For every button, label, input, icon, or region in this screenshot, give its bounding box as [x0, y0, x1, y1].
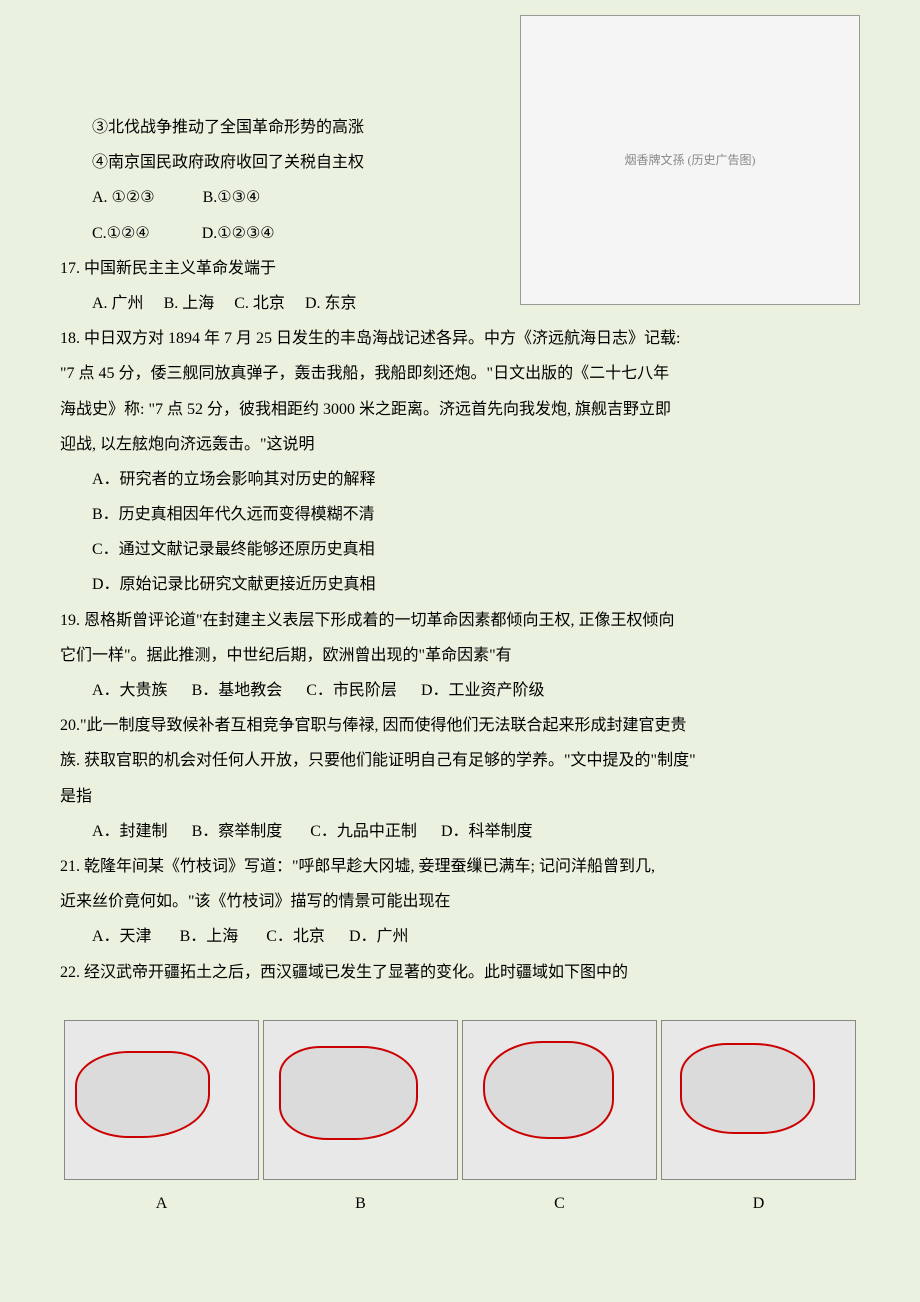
- q21-stem-line1: 21. 乾隆年间某《竹枝词》写道："呼郎早趁大冈墟, 妾理蚕缫已满车; 记问洋船…: [60, 849, 860, 884]
- q21-options: A．天津 B．上海 C．北京 D．广州: [60, 919, 860, 954]
- q20-option-a: A．封建制: [92, 823, 168, 840]
- q18-option-d: D．原始记录比研究文献更接近历史真相: [60, 567, 860, 602]
- q18-stem-line1: 18. 中日双方对 1894 年 7 月 25 日发生的丰岛海战记述各异。中方《…: [60, 321, 860, 356]
- q19-option-d: D．工业资产阶级: [421, 682, 545, 699]
- q19-options: A．大贵族 B．基地教会 C．市民阶层 D．工业资产阶级: [60, 673, 860, 708]
- q20-option-b: B．察举制度: [192, 823, 283, 840]
- q22-label-c: C: [462, 1186, 657, 1221]
- q22-stem: 22. 经汉武帝开疆拓土之后，西汉疆域已发生了显著的变化。此时疆域如下图中的: [60, 955, 860, 990]
- q22-map-a: A: [64, 1020, 259, 1221]
- q20-option-d: D．科举制度: [441, 823, 533, 840]
- q22-label-d: D: [661, 1186, 856, 1221]
- q16-option-a: A. ①②③: [92, 189, 155, 206]
- map-image-a: [64, 1020, 259, 1180]
- q22-map-b: B: [263, 1020, 458, 1221]
- q22-label-b: B: [263, 1186, 458, 1221]
- q18-stem-line4: 迎战, 以左舷炮向济远轰击。"这说明: [60, 427, 860, 462]
- q18-stem-line2: "7 点 45 分，倭三舰同放真弹子，轰击我船，我船即刻还炮。"日文出版的《二十…: [60, 356, 860, 391]
- q22-map-d: D: [661, 1020, 856, 1221]
- q17-option-c: C. 北京: [234, 295, 285, 312]
- q16-option-b: B.①③④: [203, 189, 261, 206]
- q20-stem-line1: 20."此一制度导致候补者互相竞争官职与俸禄, 因而使得他们无法联合起来形成封建…: [60, 708, 860, 743]
- q18-option-b: B．历史真相因年代久远而变得模糊不清: [60, 497, 860, 532]
- q18-option-a: A．研究者的立场会影响其对历史的解释: [60, 462, 860, 497]
- q21-option-a: A．天津: [92, 928, 152, 945]
- q17-option-d: D. 东京: [305, 295, 357, 312]
- q20-stem-line2: 族. 获取官职的机会对任何人开放，只要他们能证明自己有足够的学养。"文中提及的"…: [60, 743, 860, 778]
- q17-option-b: B. 上海: [164, 295, 215, 312]
- q21-option-b: B．上海: [180, 928, 239, 945]
- q18-option-c: C．通过文献记录最终能够还原历史真相: [60, 532, 860, 567]
- q19-stem-line2: 它们一样"。据此推测，中世纪后期，欧洲曾出现的"革命因素"有: [60, 638, 860, 673]
- q19-option-a: A．大贵族: [92, 682, 168, 699]
- q21-option-d: D．广州: [349, 928, 409, 945]
- q22-label-a: A: [64, 1186, 259, 1221]
- q19-stem-line1: 19. 恩格斯曾评论道"在封建主义表层下形成着的一切革命因素都倾向王权, 正像王…: [60, 603, 860, 638]
- q16-option-d: D.①②③④: [202, 225, 275, 242]
- q20-option-c: C．九品中正制: [310, 823, 417, 840]
- q20-options: A．封建制 B．察举制度 C．九品中正制 D．科举制度: [60, 814, 860, 849]
- q19-option-b: B．基地教会: [192, 682, 283, 699]
- q19-option-c: C．市民阶层: [306, 682, 397, 699]
- q21-option-c: C．北京: [266, 928, 325, 945]
- q17-option-a: A. 广州: [92, 295, 144, 312]
- q22-map-images: A B C D: [60, 1020, 860, 1221]
- map-image-b: [263, 1020, 458, 1180]
- advertisement-image: 烟香牌文孫 (历史广告图): [520, 15, 860, 305]
- q20-stem-line3: 是指: [60, 779, 860, 814]
- map-image-d: [661, 1020, 856, 1180]
- map-image-c: [462, 1020, 657, 1180]
- q18-stem-line3: 海战史》称: "7 点 52 分，彼我相距约 3000 米之距离。济远首先向我发…: [60, 392, 860, 427]
- q21-stem-line2: 近来丝价竟何如。"该《竹枝词》描写的情景可能出现在: [60, 884, 860, 919]
- q22-map-c: C: [462, 1020, 657, 1221]
- image-placeholder-text: 烟香牌文孫 (历史广告图): [625, 147, 756, 173]
- q16-option-c: C.①②④: [92, 225, 150, 242]
